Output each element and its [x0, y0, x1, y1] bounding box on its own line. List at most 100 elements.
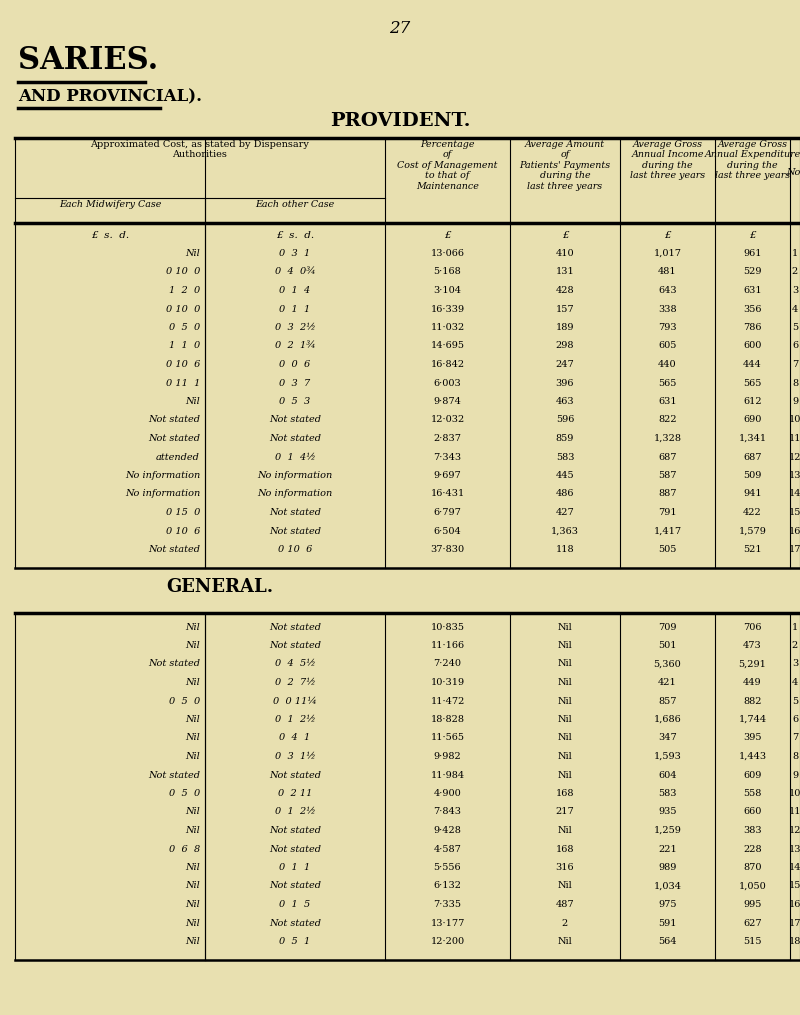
Text: Nil: Nil: [558, 770, 572, 780]
Text: 604: 604: [658, 770, 677, 780]
Text: £: £: [562, 231, 568, 240]
Text: 2: 2: [792, 641, 798, 650]
Text: 11: 11: [789, 808, 800, 816]
Text: 660: 660: [743, 808, 762, 816]
Text: 0  4  1: 0 4 1: [279, 734, 310, 743]
Text: 27: 27: [390, 20, 410, 37]
Text: 583: 583: [556, 453, 574, 462]
Text: 449: 449: [743, 678, 762, 687]
Text: Not stated: Not stated: [269, 844, 321, 854]
Text: 37·830: 37·830: [430, 545, 465, 554]
Text: £  s.  d.: £ s. d.: [276, 231, 314, 240]
Text: Not stated: Not stated: [269, 415, 321, 424]
Text: No information: No information: [258, 471, 333, 480]
Text: 0 10  0: 0 10 0: [166, 304, 200, 314]
Text: 7: 7: [792, 360, 798, 369]
Text: 3: 3: [792, 286, 798, 295]
Text: 189: 189: [556, 323, 574, 332]
Text: £: £: [749, 231, 756, 240]
Text: 14: 14: [789, 489, 800, 498]
Text: 0 10  6: 0 10 6: [166, 527, 200, 536]
Text: No information: No information: [125, 471, 200, 480]
Text: 1,579: 1,579: [738, 527, 766, 536]
Text: 600: 600: [743, 341, 762, 350]
Text: Not stated: Not stated: [269, 770, 321, 780]
Text: 1,443: 1,443: [738, 752, 766, 761]
Text: 131: 131: [556, 268, 574, 276]
Text: 515: 515: [743, 937, 762, 946]
Text: 8: 8: [792, 752, 798, 761]
Text: Nil: Nil: [186, 249, 200, 258]
Text: 0  5  1: 0 5 1: [279, 937, 310, 946]
Text: 481: 481: [658, 268, 677, 276]
Text: 16·339: 16·339: [430, 304, 465, 314]
Text: Nil: Nil: [186, 826, 200, 835]
Text: 0  0  6: 0 0 6: [279, 360, 310, 369]
Text: 7·843: 7·843: [434, 808, 462, 816]
Text: 228: 228: [743, 844, 762, 854]
Text: Nil: Nil: [558, 622, 572, 631]
Text: Not stated: Not stated: [148, 415, 200, 424]
Text: 422: 422: [743, 508, 762, 517]
Text: 501: 501: [658, 641, 677, 650]
Text: 168: 168: [556, 844, 574, 854]
Text: Nil: Nil: [186, 808, 200, 816]
Text: 786: 786: [743, 323, 762, 332]
Text: 509: 509: [743, 471, 762, 480]
Text: Nil: Nil: [186, 752, 200, 761]
Text: Each other Case: Each other Case: [255, 200, 334, 209]
Text: £: £: [444, 231, 451, 240]
Text: 791: 791: [658, 508, 677, 517]
Text: 0  5  0: 0 5 0: [169, 696, 200, 705]
Text: Nil: Nil: [186, 678, 200, 687]
Text: 217: 217: [556, 808, 574, 816]
Text: 18: 18: [789, 937, 800, 946]
Text: 6: 6: [792, 341, 798, 350]
Text: 0  5  0: 0 5 0: [169, 789, 200, 798]
Text: 1,328: 1,328: [654, 434, 682, 443]
Text: 17: 17: [789, 919, 800, 928]
Text: 247: 247: [556, 360, 574, 369]
Text: Not stated: Not stated: [269, 826, 321, 835]
Text: 118: 118: [556, 545, 574, 554]
Text: Nil: Nil: [186, 900, 200, 909]
Text: 157: 157: [556, 304, 574, 314]
Text: 709: 709: [658, 622, 677, 631]
Text: attended: attended: [156, 453, 200, 462]
Text: 12·200: 12·200: [430, 937, 465, 946]
Text: 0 10  6: 0 10 6: [278, 545, 312, 554]
Text: 4: 4: [792, 304, 798, 314]
Text: 9·697: 9·697: [434, 471, 462, 480]
Text: 473: 473: [743, 641, 762, 650]
Text: 3: 3: [792, 660, 798, 669]
Text: 18·828: 18·828: [430, 715, 465, 724]
Text: 0  0 11¼: 0 0 11¼: [273, 696, 317, 705]
Text: Nil: Nil: [558, 937, 572, 946]
Text: 1  1  0: 1 1 0: [169, 341, 200, 350]
Text: Approximated Cost, as stated by Dispensary
Authorities: Approximated Cost, as stated by Dispensa…: [90, 140, 310, 159]
Text: 1,017: 1,017: [654, 249, 682, 258]
Text: SARIES.: SARIES.: [18, 45, 158, 76]
Text: 5·168: 5·168: [434, 268, 462, 276]
Text: 7·343: 7·343: [434, 453, 462, 462]
Text: 596: 596: [556, 415, 574, 424]
Text: 12·032: 12·032: [430, 415, 465, 424]
Text: 14: 14: [789, 863, 800, 872]
Text: PROVIDENT.: PROVIDENT.: [330, 112, 470, 130]
Text: 0  1  2½: 0 1 2½: [274, 715, 315, 724]
Text: 16: 16: [789, 900, 800, 909]
Text: 17: 17: [789, 545, 800, 554]
Text: 857: 857: [658, 696, 677, 705]
Text: No information: No information: [258, 489, 333, 498]
Text: 882: 882: [743, 696, 762, 705]
Text: Nil: Nil: [186, 937, 200, 946]
Text: Not stated: Not stated: [269, 622, 321, 631]
Text: 583: 583: [658, 789, 677, 798]
Text: 690: 690: [743, 415, 762, 424]
Text: 11·984: 11·984: [430, 770, 465, 780]
Text: 0 10  0: 0 10 0: [166, 268, 200, 276]
Text: 5,291: 5,291: [738, 660, 766, 669]
Text: 12: 12: [789, 826, 800, 835]
Text: 316: 316: [556, 863, 574, 872]
Text: 0  4  0¾: 0 4 0¾: [274, 268, 315, 276]
